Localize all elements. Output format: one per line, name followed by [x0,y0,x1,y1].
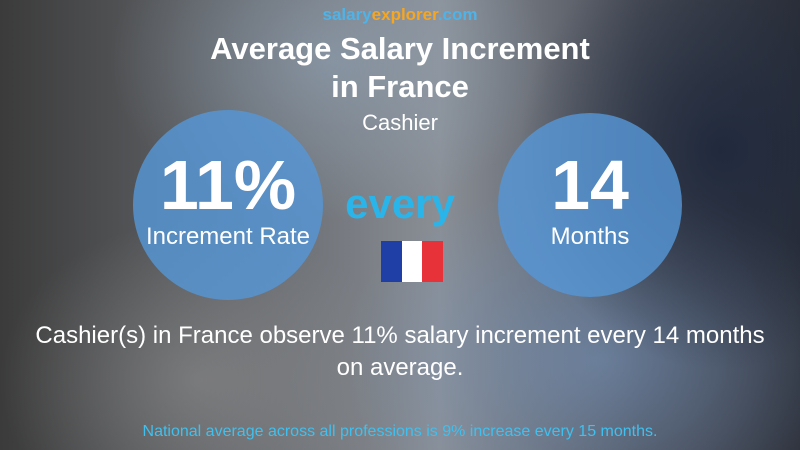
summary: Cashier(s) in France observe 11% salary … [35,322,765,381]
france-flag [381,241,444,282]
logo: salaryexplorer.com [0,5,800,25]
title-line: in France [331,69,469,104]
months-value: 14 [551,146,629,224]
months-circle [498,113,682,297]
months-label: Months [550,223,630,250]
title-line: Average Salary Increment [210,31,590,66]
rate-circle [133,110,323,300]
logo-salary: salary [322,5,372,24]
title: Average Salary Increment in France [0,30,800,106]
footer: National average across all professions … [142,423,658,440]
logo-com: .com [437,5,478,24]
logo-explorer: explorer [371,5,438,24]
rate-value: 11% [159,146,297,224]
subtitle: Cashier [362,110,438,135]
rate-label: Increment Rate [145,223,311,250]
every-text: every [345,180,455,227]
